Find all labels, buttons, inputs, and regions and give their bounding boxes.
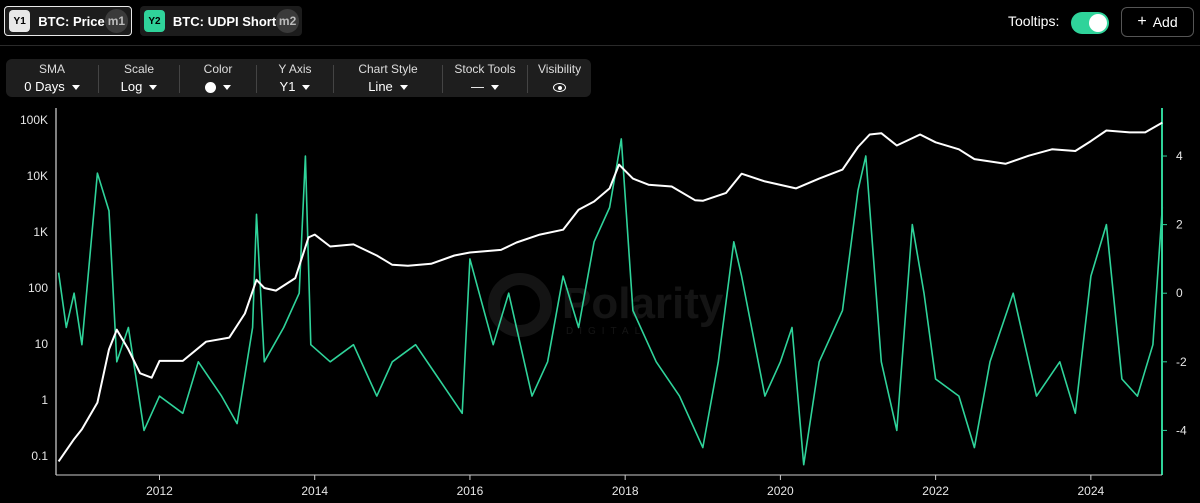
chevron-down-icon	[302, 85, 311, 91]
series-layer	[57, 121, 1164, 466]
y2-tick-label: 2	[1176, 218, 1183, 232]
y1-axis-ticks: 0.1 1 10 100 1K 10K 100K	[20, 113, 48, 463]
scale-title: Scale	[123, 62, 155, 76]
sma-value: 0 Days	[24, 79, 65, 94]
y-axis-dropdown[interactable]: Y Axis Y1	[257, 59, 333, 97]
eye-icon	[553, 83, 566, 93]
y1-tick-label: 1K	[33, 225, 48, 239]
y1-tick-label: 100K	[20, 113, 48, 127]
color-swatch	[205, 82, 216, 94]
stock-tools-dropdown[interactable]: Stock Tools —	[443, 59, 527, 97]
y2-tick-label: 4	[1176, 149, 1183, 163]
divider	[179, 65, 180, 93]
divider	[442, 65, 443, 93]
x-tick-label: 2020	[767, 484, 794, 498]
chevron-down-icon	[71, 85, 80, 91]
add-label: Add	[1152, 14, 1178, 30]
x-tick-label: 2014	[301, 484, 328, 498]
visibility-title: Visibility	[537, 62, 582, 76]
color-title: Color	[203, 62, 233, 76]
add-button[interactable]: + Add	[1121, 7, 1194, 37]
chevron-down-icon	[399, 85, 408, 91]
btc-udpi-short-line	[57, 138, 1164, 466]
watermark-subtext: DIGITAL	[566, 326, 646, 337]
y1-badge: Y1	[9, 10, 31, 32]
y2-tick-label: -2	[1176, 355, 1187, 369]
toggle-knob	[1089, 14, 1107, 32]
y2-tick-label: -4	[1176, 423, 1187, 437]
watermark-text: Polarity	[562, 279, 724, 328]
y2-badge: Y2	[144, 10, 165, 32]
stock-tools-title: Stock Tools	[454, 62, 516, 76]
sma-dropdown[interactable]: SMA 0 Days	[6, 59, 98, 97]
tooltips-toggle[interactable]	[1071, 12, 1109, 34]
chevron-down-icon	[149, 85, 158, 91]
y1-tick-label: 1	[41, 393, 48, 407]
x-tick-label: 2016	[457, 484, 484, 498]
tooltips-label: Tooltips:	[1008, 13, 1060, 29]
btc-price-line	[57, 121, 1163, 462]
x-tick-label: 2022	[922, 484, 949, 498]
y1-tick-label: 0.1	[31, 449, 48, 463]
x-axis-ticks: 2012 2014 2016 2018 2020 2022 2024	[146, 475, 1105, 498]
x-tick-label: 2012	[146, 484, 173, 498]
sma-title: SMA	[38, 62, 65, 76]
color-dropdown[interactable]: Color	[180, 59, 256, 97]
series-tag: m1	[104, 9, 128, 33]
chart-style-value: Line	[368, 79, 393, 94]
watermark-logo-icon	[488, 273, 552, 337]
series-chip-btc-udpi-short[interactable]: Y2 BTC: UDPI Short m2	[140, 6, 302, 36]
y1-tick-label: 10	[35, 337, 49, 351]
chart-style-dropdown[interactable]: Chart Style Line	[334, 59, 442, 97]
chart-style-title: Chart Style	[358, 62, 418, 76]
y-axis-title: Y Axis	[278, 62, 312, 76]
visibility-toggle[interactable]: Visibility	[528, 59, 591, 97]
y1-tick-label: 100	[28, 281, 48, 295]
divider	[98, 65, 99, 93]
chart-toolbar: SMA 0 Days Scale Log Color Y Axis Y1 Cha…	[6, 59, 591, 97]
y2-tick-label: 0	[1176, 286, 1183, 300]
y2-axis-ticks: -4 -2 0 2 4	[1162, 149, 1187, 437]
y1-tick-label: 10K	[27, 169, 48, 183]
series-tag: m2	[276, 9, 299, 33]
watermark: Polarity DIGITAL	[488, 273, 724, 337]
chevron-down-icon	[491, 85, 499, 91]
top-bar: Y1 BTC: Price m1 Y2 BTC: UDPI Short m2 T…	[0, 0, 1200, 46]
divider	[333, 65, 334, 93]
y-axis-value: Y1	[279, 79, 296, 94]
scale-dropdown[interactable]: Scale Log	[99, 59, 179, 97]
x-tick-label: 2024	[1078, 484, 1105, 498]
stock-tools-value: —	[471, 79, 484, 94]
plus-icon: +	[1137, 13, 1147, 30]
series-label: BTC: Price	[38, 13, 105, 29]
x-tick-label: 2018	[612, 484, 639, 498]
series-label: BTC: UDPI Short	[172, 13, 277, 29]
divider	[527, 65, 528, 93]
scale-value: Log	[120, 79, 143, 94]
divider	[256, 65, 257, 93]
series-chip-btc-price[interactable]: Y1 BTC: Price m1	[4, 6, 132, 36]
chevron-down-icon	[223, 85, 231, 91]
